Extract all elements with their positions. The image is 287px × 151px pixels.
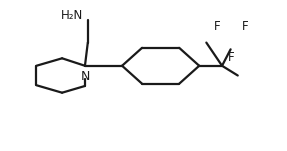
Text: F: F (242, 20, 249, 33)
Text: F: F (228, 51, 234, 64)
Text: F: F (214, 20, 220, 33)
Text: H₂N: H₂N (61, 9, 84, 22)
Text: N: N (80, 70, 90, 83)
